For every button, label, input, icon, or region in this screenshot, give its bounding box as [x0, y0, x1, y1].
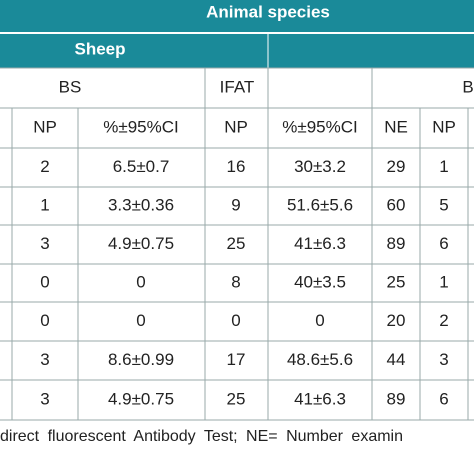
cell: 1 [40, 195, 49, 214]
cell: 4.9±0.75 [108, 234, 174, 253]
cell: 0 [231, 311, 240, 330]
cell: 2 [40, 157, 49, 176]
cell: 17 [227, 350, 246, 369]
cell: 1 [439, 272, 448, 291]
group-title: Sheep [74, 39, 125, 58]
cell: 3 [40, 350, 49, 369]
cell: 8.6±0.99 [108, 350, 174, 369]
cell: 20 [387, 311, 406, 330]
header-band [0, 34, 474, 68]
cell: 25 [387, 272, 406, 291]
cell: 48.6±5.6 [287, 350, 353, 369]
cell: 25 [227, 234, 246, 253]
subheader: BS [59, 77, 82, 96]
cell: 0 [315, 311, 324, 330]
cell: 25 [227, 389, 246, 408]
cell: 8 [231, 272, 240, 291]
column-header: NP [432, 117, 456, 136]
subheader: B [462, 77, 473, 96]
header-title: Animal species [206, 2, 330, 21]
cell: 1 [439, 157, 448, 176]
column-header: %±95%CI [282, 117, 357, 136]
cell: 6.5±0.7 [113, 157, 170, 176]
footnote: direct fluorescent Antibody Test; NE= Nu… [0, 428, 403, 445]
cell: 3 [40, 234, 49, 253]
cell: 3 [40, 389, 49, 408]
subheader: IFAT [220, 77, 255, 96]
cell: 41±6.3 [294, 234, 346, 253]
column-header: NP [224, 117, 248, 136]
cell: 0 [40, 311, 49, 330]
cell: 2 [439, 311, 448, 330]
cell: 0 [136, 311, 145, 330]
cell: 89 [387, 234, 406, 253]
cell: 29 [387, 157, 406, 176]
cell: 16 [227, 157, 246, 176]
cell: 9 [231, 195, 240, 214]
cell: 40±3.5 [294, 272, 346, 291]
cell: 0 [40, 272, 49, 291]
cell: 4.9±0.75 [108, 389, 174, 408]
cell: 0 [136, 272, 145, 291]
cell: 89 [387, 389, 406, 408]
column-header: NP [33, 117, 57, 136]
cell: 44 [387, 350, 406, 369]
header-band [0, 0, 474, 32]
column-header: %±95%CI [103, 117, 178, 136]
cell: 30±3.2 [294, 157, 346, 176]
cell: 60 [387, 195, 406, 214]
cell: 3 [439, 350, 448, 369]
column-header: NE [384, 117, 408, 136]
cell: 51.6±5.6 [287, 195, 353, 214]
cell: 6 [439, 389, 448, 408]
cell: 41±6.3 [294, 389, 346, 408]
cell: 5 [439, 195, 448, 214]
cell: 3.3±0.36 [108, 195, 174, 214]
cell: 6 [439, 234, 448, 253]
